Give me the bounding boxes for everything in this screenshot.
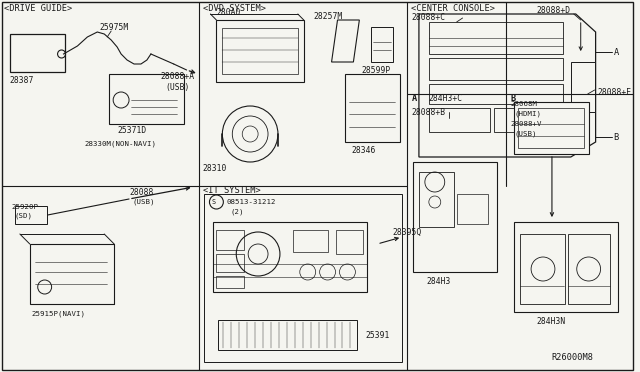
- Text: 25920P: 25920P: [12, 204, 39, 210]
- Bar: [10, 34, 65, 72]
- Text: <IT SYSTEM>: <IT SYSTEM>: [202, 186, 260, 195]
- Bar: [30, 244, 114, 304]
- Text: 28387: 28387: [10, 76, 35, 84]
- Bar: [520, 234, 565, 304]
- Bar: [419, 172, 454, 227]
- Text: (USB): (USB): [166, 83, 190, 92]
- Bar: [413, 162, 497, 272]
- Polygon shape: [419, 14, 596, 157]
- Text: 284H3N: 284H3N: [536, 317, 565, 327]
- Text: 28330M(NON-NAVI): 28330M(NON-NAVI): [84, 141, 156, 147]
- Text: 284H3+C: 284H3+C: [429, 93, 463, 103]
- Text: A: A: [412, 93, 417, 103]
- Text: 25391: 25391: [365, 331, 390, 340]
- Bar: [216, 254, 244, 272]
- Text: 08513-31212: 08513-31212: [227, 199, 276, 205]
- Text: <CENTER CONSOLE>: <CENTER CONSOLE>: [411, 3, 495, 13]
- Bar: [204, 194, 402, 362]
- Text: 280A0: 280A0: [216, 7, 241, 16]
- Bar: [109, 74, 184, 124]
- Text: 28395Q: 28395Q: [392, 228, 421, 237]
- Text: (USB): (USB): [514, 131, 537, 137]
- Text: 25915P(NAVI): 25915P(NAVI): [32, 311, 86, 317]
- Bar: [216, 20, 304, 82]
- Text: 284H3: 284H3: [427, 278, 451, 286]
- Bar: [571, 62, 595, 112]
- Text: 28310: 28310: [202, 164, 227, 173]
- Text: 28088+A: 28088+A: [161, 71, 195, 80]
- Bar: [518, 108, 584, 148]
- Bar: [218, 320, 357, 350]
- Polygon shape: [213, 222, 367, 292]
- Text: B: B: [614, 132, 619, 141]
- Text: S: S: [211, 199, 216, 205]
- Polygon shape: [332, 20, 359, 62]
- Text: B: B: [510, 93, 515, 103]
- Text: 28088+D: 28088+D: [536, 6, 570, 15]
- Text: 28088+E: 28088+E: [598, 87, 632, 96]
- Bar: [346, 74, 400, 142]
- Text: <DVD SYSTEM>: <DVD SYSTEM>: [202, 3, 266, 13]
- Text: 28088+C: 28088+C: [411, 13, 445, 22]
- Bar: [568, 234, 609, 304]
- Text: (HDMI): (HDMI): [514, 111, 541, 117]
- Bar: [429, 58, 563, 80]
- Text: <DRIVE GUIDE>: <DRIVE GUIDE>: [4, 3, 72, 13]
- Text: 28088+B: 28088+B: [411, 108, 445, 116]
- Bar: [222, 28, 298, 74]
- Bar: [514, 102, 589, 154]
- Bar: [514, 222, 618, 312]
- Bar: [371, 27, 393, 62]
- Text: (USB): (USB): [132, 199, 154, 205]
- Text: (SD): (SD): [15, 213, 33, 219]
- Bar: [335, 230, 364, 254]
- Bar: [429, 108, 490, 132]
- Text: 28088: 28088: [129, 187, 154, 196]
- Bar: [216, 276, 244, 288]
- Bar: [15, 206, 47, 224]
- Text: 25371D: 25371D: [117, 125, 147, 135]
- Text: 28068M: 28068M: [510, 101, 537, 107]
- Text: 25975M: 25975M: [99, 22, 129, 32]
- Text: 28599P: 28599P: [362, 65, 390, 74]
- Bar: [216, 230, 244, 250]
- Text: 28088+V: 28088+V: [510, 121, 541, 127]
- Text: A: A: [614, 48, 619, 57]
- Text: 28257M: 28257M: [314, 12, 343, 20]
- Text: R26000M8: R26000M8: [551, 353, 593, 362]
- Text: (2): (2): [230, 209, 244, 215]
- Bar: [429, 22, 563, 54]
- Text: 28346: 28346: [351, 145, 376, 154]
- Bar: [494, 108, 564, 132]
- Bar: [293, 230, 328, 252]
- Bar: [456, 194, 488, 224]
- Bar: [429, 84, 563, 104]
